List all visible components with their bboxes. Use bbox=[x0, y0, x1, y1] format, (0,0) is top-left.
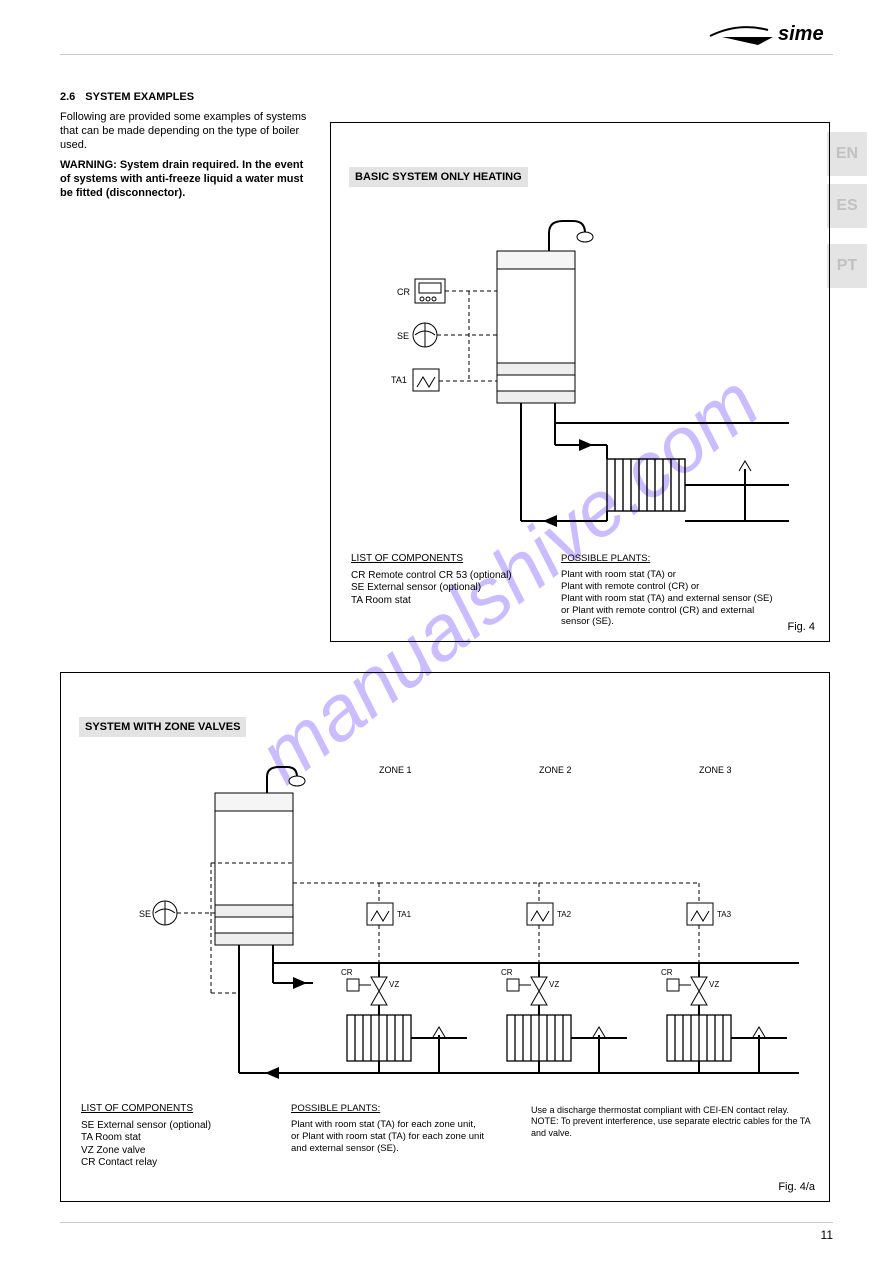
figure-4a-possible-plants: POSSIBLE PLANTS: Plant with room stat (T… bbox=[291, 1103, 511, 1155]
figure-4a-title-bar: SYSTEM WITH ZONE VALVES bbox=[79, 717, 246, 737]
legend-item: CR Remote control CR 53 (optional) bbox=[351, 570, 512, 583]
zone-2-label: ZONE 2 bbox=[539, 765, 572, 775]
svg-text:CR: CR bbox=[501, 968, 513, 977]
legend-item: VZ Zone valve bbox=[81, 1145, 211, 1158]
figure-4a-diagram: ZONE 1 ZONE 2 ZONE 3 SE bbox=[79, 763, 813, 1093]
figure-4a-caption: Fig. 4/a bbox=[778, 1181, 815, 1193]
legend-item: TA Room stat bbox=[81, 1132, 211, 1145]
figure-4a-note: Use a discharge thermostat compliant wit… bbox=[531, 1105, 811, 1139]
figure-4-box: BASIC SYSTEM ONLY HEATING bbox=[330, 122, 830, 642]
legend-title: LIST OF COMPONENTS bbox=[81, 1103, 211, 1116]
svg-text:TA1: TA1 bbox=[397, 910, 412, 919]
svg-text:TA2: TA2 bbox=[557, 910, 572, 919]
svg-text:sime: sime bbox=[778, 23, 824, 45]
svg-text:VZ: VZ bbox=[549, 980, 559, 989]
zone-1-label: ZONE 1 bbox=[379, 765, 412, 775]
lang-tab-es[interactable]: ES bbox=[827, 184, 867, 228]
figure-4-caption: Fig. 4 bbox=[787, 621, 815, 633]
svg-text:CR: CR bbox=[341, 968, 353, 977]
footer-rule bbox=[60, 1222, 833, 1223]
label-cr: CR bbox=[397, 287, 410, 297]
svg-text:VZ: VZ bbox=[389, 980, 399, 989]
possible-plants-body: Plant with room stat (TA) or Plant with … bbox=[561, 569, 801, 628]
legend-item: TA Room stat bbox=[351, 595, 512, 608]
section-title: SYSTEM EXAMPLES bbox=[85, 90, 194, 104]
possible-plants-title: POSSIBLE PLANTS: bbox=[561, 553, 801, 565]
section-paragraph-1: Following are provided some examples of … bbox=[60, 110, 308, 152]
legend-item: SE External sensor (optional) bbox=[351, 582, 512, 595]
brand-logo: sime bbox=[708, 18, 838, 48]
figure-4-title-bar: BASIC SYSTEM ONLY HEATING bbox=[349, 167, 528, 187]
header-rule bbox=[60, 54, 833, 55]
figure-4-possible-plants: POSSIBLE PLANTS: Plant with room stat (T… bbox=[561, 553, 801, 628]
possible-plants-body: Plant with room stat (TA) for each zone … bbox=[291, 1119, 511, 1155]
section-text: 2.6 SYSTEM EXAMPLES Following are provid… bbox=[60, 90, 308, 207]
svg-text:SE: SE bbox=[139, 909, 151, 919]
lang-tab-en[interactable]: EN bbox=[827, 132, 867, 176]
section-number: 2.6 bbox=[60, 90, 75, 104]
warning-label: WARNING: bbox=[60, 159, 120, 171]
page-number: 11 bbox=[821, 1228, 833, 1242]
page: manualshive.com sime EN ES PT 2.6 SYSTEM… bbox=[0, 0, 893, 1263]
possible-plants-title: POSSIBLE PLANTS: bbox=[291, 1103, 511, 1115]
lang-tab-pt[interactable]: PT bbox=[827, 244, 867, 288]
figure-4a-box: SYSTEM WITH ZONE VALVES ZONE 1 ZONE 2 ZO… bbox=[60, 672, 830, 1202]
figure-4-diagram: CR SE TA1 bbox=[349, 213, 813, 543]
legend-item: SE External sensor (optional) bbox=[81, 1120, 211, 1133]
figure-4-legend: LIST OF COMPONENTS CR Remote control CR … bbox=[351, 553, 512, 607]
label-se: SE bbox=[397, 331, 409, 341]
zone-3-label: ZONE 3 bbox=[699, 765, 732, 775]
svg-text:CR: CR bbox=[661, 968, 673, 977]
legend-item: CR Contact relay bbox=[81, 1157, 211, 1170]
label-ta1: TA1 bbox=[391, 375, 407, 385]
svg-text:VZ: VZ bbox=[709, 980, 719, 989]
legend-title: LIST OF COMPONENTS bbox=[351, 553, 512, 566]
figure-4a-legend: LIST OF COMPONENTS SE External sensor (o… bbox=[81, 1103, 211, 1170]
svg-text:TA3: TA3 bbox=[717, 910, 732, 919]
section-paragraph-2: WARNING: System drain required. In the e… bbox=[60, 158, 308, 200]
